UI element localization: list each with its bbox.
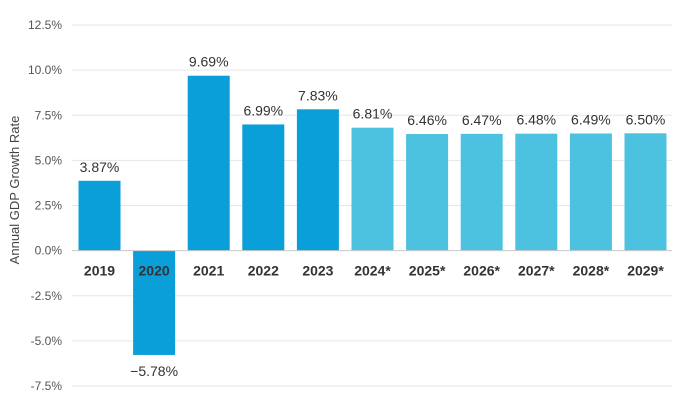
category-label: 2020: [139, 263, 170, 279]
data-label: 6.50%: [626, 111, 666, 127]
bar-2023: [296, 109, 339, 251]
bar-2025-projected: [406, 134, 449, 251]
bar-2027-projected: [515, 133, 558, 251]
data-labels: 3.87% −5.78% 9.69% 6.99% 7.83% 6.81% 6.46% 6.47…: [80, 54, 666, 379]
bar-2021: [187, 75, 230, 251]
category-label: 2025*: [409, 263, 446, 279]
bar-2024-projected: [351, 127, 394, 251]
data-label: 9.69%: [189, 54, 229, 70]
data-label: 6.46%: [407, 112, 447, 128]
bar-2019: [78, 180, 121, 251]
y-axis-ticks: -7.5% -5.0% -2.5% 0.0% 2.5% 5.0% 7.5% 10.0% 12.5…: [28, 18, 62, 393]
y-tick-label: -2.5%: [31, 289, 63, 303]
y-tick-label: -7.5%: [31, 379, 63, 393]
data-label: 6.48%: [516, 112, 556, 128]
bar-2026-projected: [460, 133, 503, 251]
y-tick-label: 5.0%: [35, 153, 63, 167]
category-label: 2028*: [573, 263, 610, 279]
category-label: 2019: [84, 263, 115, 279]
data-label: 6.81%: [353, 106, 393, 122]
data-label: −5.78%: [130, 363, 178, 379]
bar-2020: [133, 250, 176, 355]
y-tick-label: 12.5%: [28, 18, 62, 32]
bar-2022: [242, 124, 285, 251]
category-label: 2023: [302, 263, 333, 279]
data-label: 6.99%: [243, 102, 283, 118]
category-label: 2029*: [627, 263, 664, 279]
data-label: 6.47%: [462, 112, 502, 128]
bar-2029-projected: [624, 133, 667, 251]
category-label: 2022: [248, 263, 279, 279]
data-label: 7.83%: [298, 87, 338, 103]
category-label: 2026*: [463, 263, 500, 279]
category-labels: 2019 2020 2021 2022 2023 2024* 2025* 2026* 2027*…: [84, 263, 664, 279]
category-label: 2024*: [354, 263, 391, 279]
y-axis-title: Annual GDP Growth Rate: [7, 116, 22, 265]
y-tick-label: 0.0%: [35, 244, 63, 258]
data-label: 6.49%: [571, 111, 611, 127]
category-label: 2027*: [518, 263, 555, 279]
y-tick-label: -5.0%: [31, 334, 63, 348]
bars: [78, 75, 667, 355]
category-label: 2021: [193, 263, 224, 279]
y-tick-label: 2.5%: [35, 199, 63, 213]
y-tick-label: 7.5%: [35, 108, 63, 122]
y-tick-label: 10.0%: [28, 63, 62, 77]
bar-2028-projected: [569, 133, 612, 251]
data-label: 3.87%: [80, 159, 120, 175]
